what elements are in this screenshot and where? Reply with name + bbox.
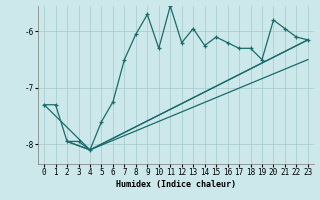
X-axis label: Humidex (Indice chaleur): Humidex (Indice chaleur) bbox=[116, 180, 236, 189]
